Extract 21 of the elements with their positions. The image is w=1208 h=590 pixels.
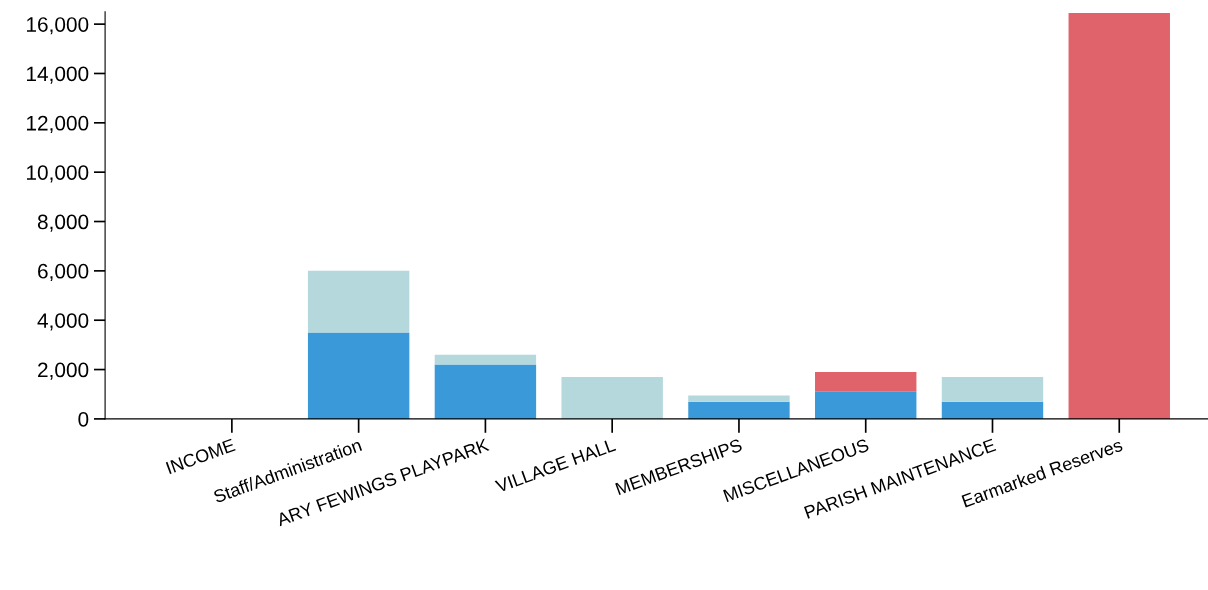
bar xyxy=(688,395,790,402)
bar xyxy=(688,401,790,419)
bar xyxy=(815,391,917,419)
bar xyxy=(941,376,1044,402)
y-tick-label: 10,000 xyxy=(27,165,89,183)
y-tick-label: 8,000 xyxy=(37,214,89,232)
bar xyxy=(307,332,410,419)
bar xyxy=(434,354,537,365)
y-tick-label: 0 xyxy=(78,411,89,427)
y-tick-label: 6,000 xyxy=(38,263,89,282)
bar xyxy=(434,364,537,419)
bar xyxy=(815,372,917,392)
bar xyxy=(941,401,1044,419)
bar xyxy=(1068,13,1170,419)
y-tick-label: 16,000 xyxy=(27,17,89,35)
y-tick-label: 4,000 xyxy=(37,313,89,331)
bar xyxy=(307,270,410,333)
y-tick-label: 12,000 xyxy=(27,115,89,134)
y-tick-label: 2,000 xyxy=(38,362,89,380)
bar xyxy=(561,376,663,419)
y-tick-label: 14,000 xyxy=(27,66,89,84)
